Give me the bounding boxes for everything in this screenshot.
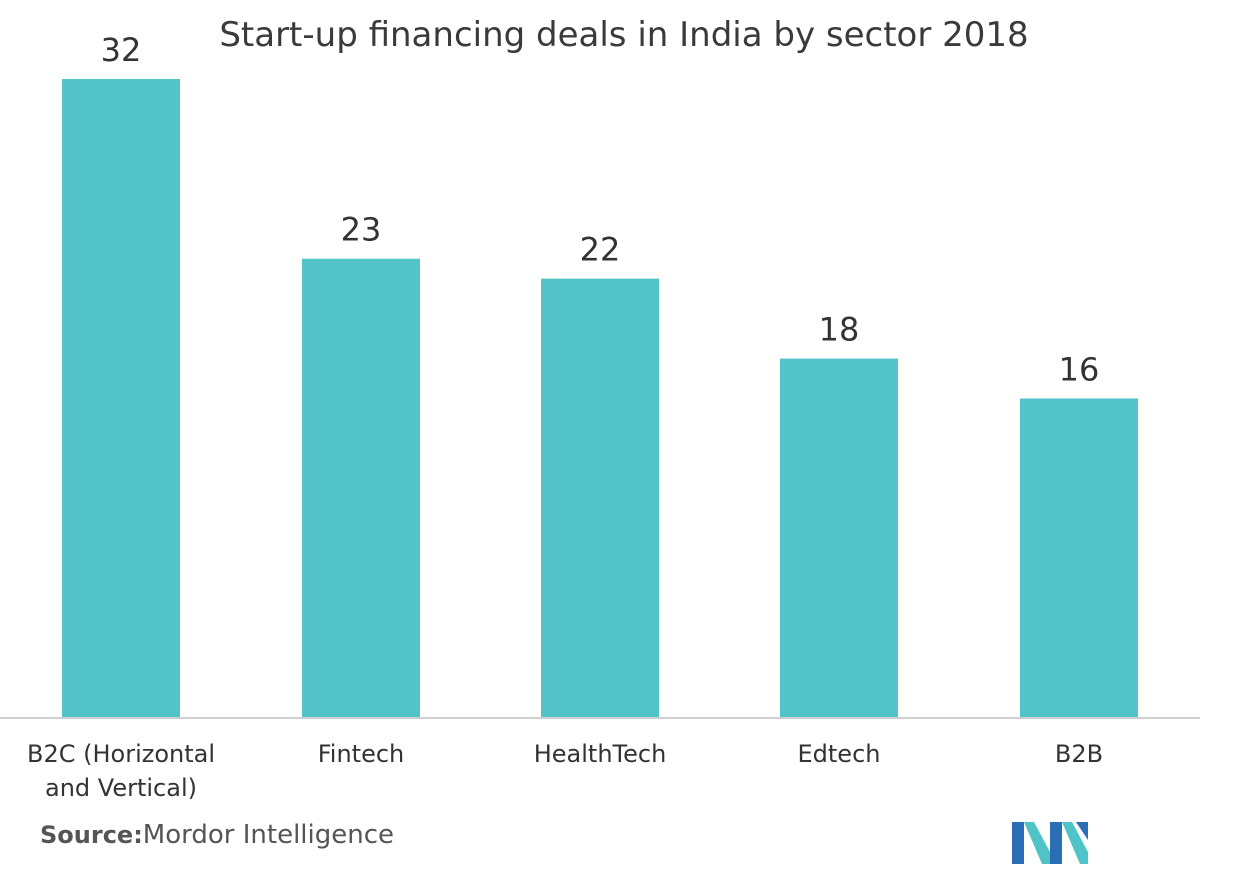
category-label-0-line-1: and Vertical) — [45, 774, 197, 802]
category-label-0-line-0: B2C (Horizontal — [27, 740, 215, 768]
source-value: Mordor Intelligence — [142, 820, 395, 850]
value-label-2: 22 — [580, 231, 621, 269]
value-label-1: 23 — [341, 211, 382, 249]
chart-title: Start-up financing deals in India by sec… — [219, 15, 1028, 55]
bar-3 — [780, 358, 898, 718]
bar-2 — [541, 278, 659, 718]
value-label-3: 18 — [819, 311, 860, 349]
value-label-0: 32 — [101, 31, 142, 69]
category-label-4: B2B — [1055, 740, 1103, 768]
value-label-4: 16 — [1059, 351, 1100, 389]
bar-4 — [1020, 398, 1138, 718]
source-label: Source: — [40, 821, 143, 849]
mordor-intelligence-logo-icon — [1012, 822, 1088, 864]
bars-group — [62, 79, 1138, 718]
bar-1 — [302, 258, 420, 718]
category-label-1: Fintech — [318, 740, 405, 768]
bar-0 — [62, 79, 180, 718]
category-label-2: HealthTech — [534, 740, 667, 768]
source-note: Source:Mordor Intelligence — [40, 820, 394, 850]
value-labels-group: 32 23 22 18 16 — [101, 31, 1100, 389]
category-labels-group: B2C (Horizontal and Vertical) Fintech Healt… — [27, 740, 1103, 802]
category-label-3: Edtech — [798, 740, 881, 768]
